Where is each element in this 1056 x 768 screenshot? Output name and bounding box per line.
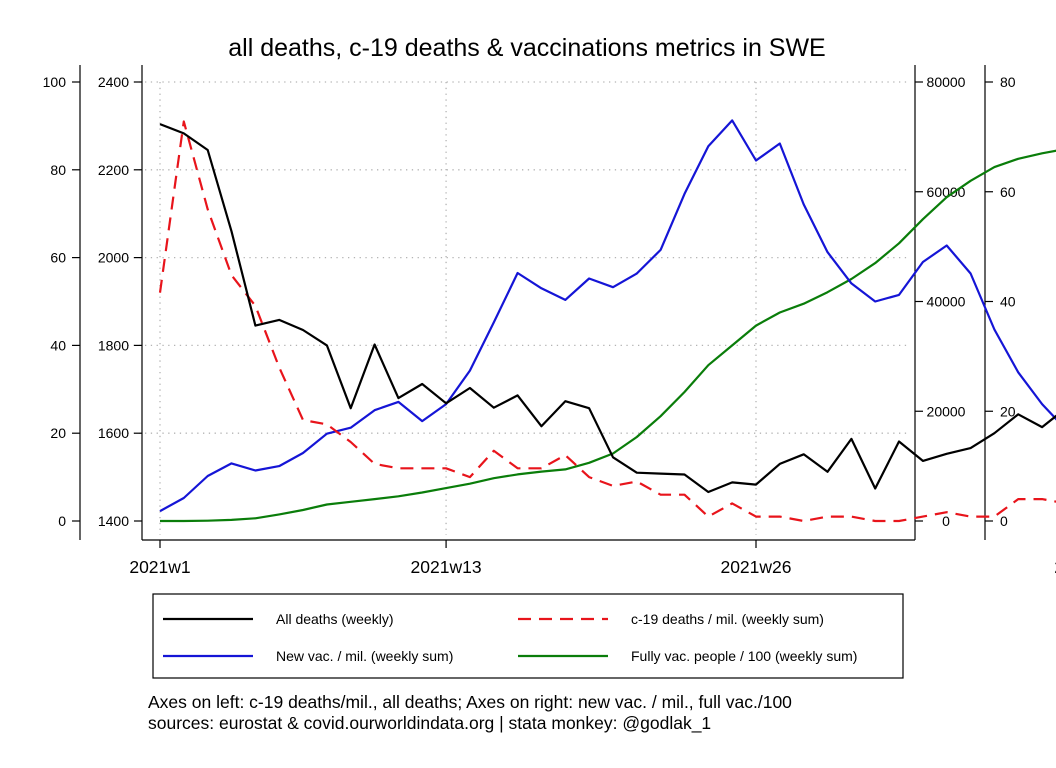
chart-notes: Axes on left: c-19 deaths/mil., all deat… [148, 692, 792, 734]
left-inner-tick-label: 1400 [98, 513, 129, 529]
right-inner-tick-label: 0 [942, 513, 950, 529]
legend-label-1: c-19 deaths / mil. (weekly sum) [631, 611, 824, 627]
chart-title: all deaths, c-19 deaths & vaccinations m… [228, 34, 826, 62]
left-inner-tick-label: 1600 [98, 425, 129, 441]
legend-box [152, 593, 904, 679]
left-inner-tick-label: 1800 [98, 337, 129, 353]
right-inner-tick-label: 20000 [927, 403, 966, 419]
x-tick-label: 2021w13 [411, 557, 482, 577]
left-outer-tick-label: 60 [50, 250, 66, 266]
left-outer-tick-label: 0 [58, 513, 66, 529]
series-line-1 [158, 120, 1056, 523]
series-line-2 [159, 119, 1056, 513]
right-outer-tick-label: 60 [1000, 184, 1016, 200]
left-inner-tick-label: 2400 [98, 74, 129, 90]
left-outer-tick-label: 20 [50, 425, 66, 441]
right-inner-tick-label: 40000 [927, 294, 966, 310]
left-outer-tick-label: 100 [43, 74, 67, 90]
left-outer-tick-label: 80 [50, 162, 66, 178]
series-line-3 [160, 149, 1056, 523]
sources-note: sources: eurostat & covid.ourworldindata… [148, 713, 712, 733]
x-tick-label: 2021w1 [129, 557, 190, 577]
legend-label-3: Fully vac. people / 100 (weekly sum) [631, 648, 857, 664]
series-lines [158, 119, 1056, 523]
legend-label-0: All deaths (weekly) [276, 611, 394, 627]
x-tick-label: 2021w40 [1054, 557, 1056, 577]
left-outer-tick-label: 40 [50, 337, 66, 353]
x-tick-label: 2021w26 [720, 557, 791, 577]
right-inner-tick-label: 80000 [927, 74, 966, 90]
left-inner-tick-label: 2200 [98, 162, 129, 178]
right-outer-tick-label: 80 [1000, 74, 1016, 90]
axes-note: Axes on left: c-19 deaths/mil., all deat… [148, 692, 792, 712]
right-outer-tick-label: 40 [1000, 294, 1016, 310]
gridlines [116, 81, 910, 535]
series-line-0 [159, 123, 1056, 494]
right-outer-tick-label: 0 [1000, 513, 1008, 529]
legend-label-2: New vac. / mil. (weekly sum) [276, 648, 453, 664]
left-inner-tick-label: 2000 [98, 250, 129, 266]
right-inner-tick-label: 60000 [927, 184, 966, 200]
right-outer-tick-label: 20 [1000, 403, 1016, 419]
legend: All deaths (weekly) c-19 deaths / mil. (w… [152, 593, 904, 679]
axes: 0204060801001400160018002000220024000200… [43, 65, 1056, 577]
